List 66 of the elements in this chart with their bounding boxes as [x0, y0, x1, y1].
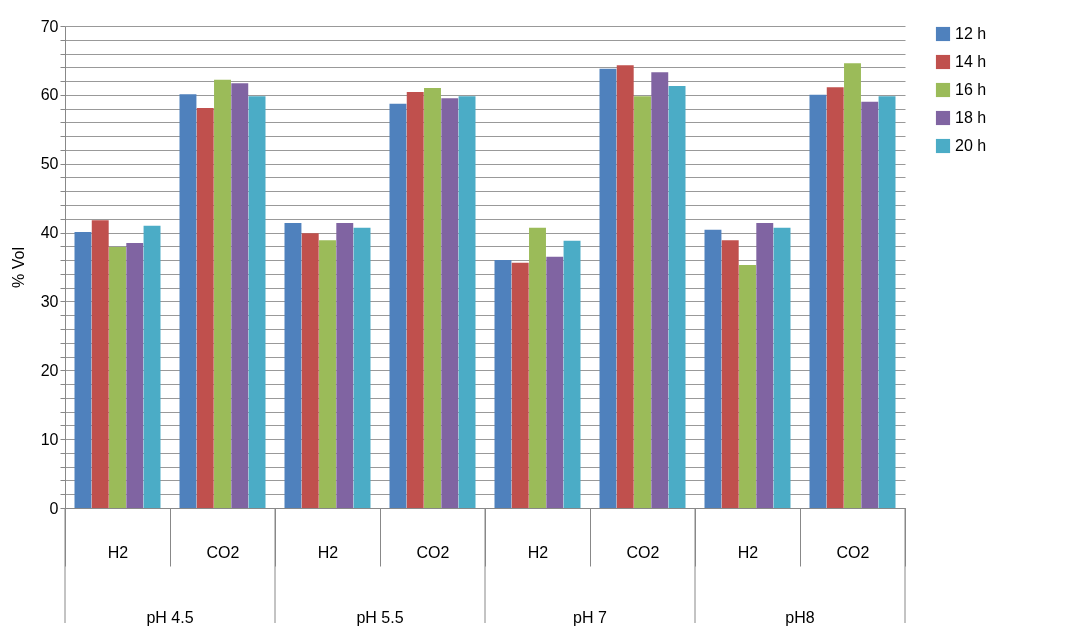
y-tick-label: 40 — [40, 224, 59, 242]
y-axis-title: % Vol — [9, 247, 27, 288]
text: pH 4.5 — [146, 609, 194, 626]
bar — [406, 92, 424, 508]
x-tick-label: CO2 — [626, 543, 660, 561]
x-tick-label: CO2 — [416, 543, 450, 561]
x-tick-label: H2 — [317, 543, 339, 561]
bar — [214, 79, 231, 508]
bar — [231, 83, 249, 508]
bar — [74, 231, 92, 508]
legend-label: 18 h — [955, 109, 987, 126]
bar — [424, 87, 441, 508]
bar — [494, 260, 512, 508]
y-tick-label: 30 — [40, 292, 59, 310]
x-tick-label: H2 — [527, 543, 549, 561]
bar — [704, 229, 722, 508]
bar — [529, 227, 546, 508]
bar — [826, 87, 844, 508]
bar — [319, 240, 336, 508]
text: pH8 — [785, 609, 815, 626]
text: pH 7 — [573, 609, 607, 626]
bar — [721, 240, 739, 508]
bar — [353, 227, 371, 508]
legend-label: 14 h — [955, 53, 987, 70]
legend-label: 16 h — [955, 81, 987, 98]
y-tick-label: 50 — [40, 155, 59, 173]
bar — [126, 242, 144, 508]
text: pH 5.5 — [356, 609, 404, 626]
y-tick-label: 70 — [40, 17, 59, 35]
bar — [458, 96, 476, 508]
x-tick-label: H2 — [737, 543, 759, 561]
bar — [599, 68, 617, 508]
bar — [616, 65, 634, 508]
y-tick-label: 60 — [40, 86, 59, 104]
bar — [651, 72, 669, 508]
bar — [546, 256, 564, 508]
bar — [336, 222, 354, 508]
bar — [511, 262, 529, 508]
bar — [668, 85, 686, 508]
bar — [878, 96, 896, 508]
bar — [301, 233, 319, 508]
y-tick-label: 0 — [49, 499, 59, 517]
bar — [248, 96, 266, 508]
bar — [756, 222, 774, 508]
x-tick-label: H2 — [107, 543, 129, 561]
bar — [844, 63, 861, 508]
bar — [109, 247, 126, 508]
bar — [861, 101, 879, 508]
bar — [196, 107, 214, 508]
bar — [91, 220, 109, 508]
bar — [773, 227, 791, 508]
bar — [441, 98, 459, 508]
y-tick-label: 20 — [40, 361, 59, 379]
legend-label: 12 h — [955, 25, 987, 42]
bar — [179, 94, 197, 508]
x-tick-label: CO2 — [836, 543, 870, 561]
x-tick-label: CO2 — [206, 543, 240, 561]
bar — [389, 103, 407, 508]
bar — [634, 96, 651, 508]
bar — [809, 94, 827, 508]
bar — [284, 222, 302, 508]
y-tick-label: 10 — [40, 430, 59, 448]
bar — [563, 240, 581, 508]
bar — [143, 225, 161, 508]
bar — [739, 264, 756, 508]
legend-label: 20 h — [955, 137, 987, 154]
